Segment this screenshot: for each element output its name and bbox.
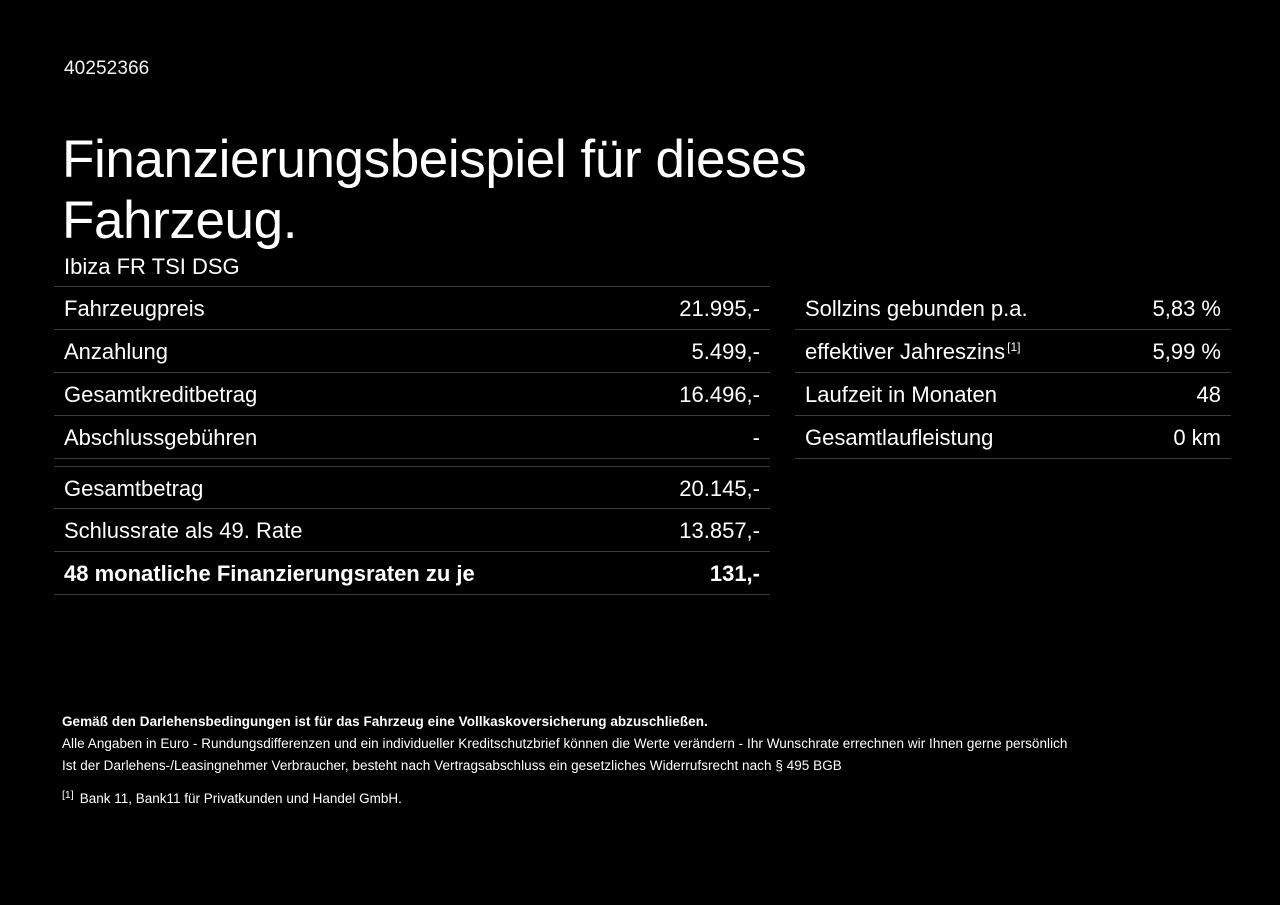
footnote-reference-1: [1] Bank 11, Bank11 für Privatkunden und … [62, 789, 1212, 809]
table-row: Abschlussgebühren - [54, 416, 770, 459]
row-label: Gesamtkreditbetrag [64, 382, 258, 407]
table-row: effektiver Jahreszins [1] 5,99 % [795, 330, 1231, 373]
row-value: 48 [1196, 382, 1221, 407]
finance-table-left: Ibiza FR TSI DSG Fahrzeugpreis 21.995,- … [54, 248, 770, 595]
table-row: Schlussrate als 49. Rate 13.857,- [54, 509, 770, 552]
row-value: 131,- [709, 561, 760, 586]
row-value: 5.499,- [691, 339, 761, 364]
row-value: 16.496,- [679, 382, 760, 407]
footnote-marker-icon: [1] [62, 788, 74, 801]
row-value: 5,99 % [1152, 339, 1222, 364]
finance-table-right: Sollzins gebunden p.a. 5,83 % effektiver… [795, 287, 1231, 459]
row-value: 13.857,- [679, 518, 760, 543]
row-label: Abschlussgebühren [64, 425, 258, 450]
reference-id: 40252366 [64, 58, 150, 79]
table-row: Gesamtbetrag 20.145,- [54, 466, 770, 509]
row-label: Sollzins gebunden p.a. [805, 296, 1028, 321]
footnotes-block: Gemäß den Darlehensbedingungen ist für d… [62, 711, 1212, 809]
table-row: Fahrzeugpreis 21.995,- [54, 287, 770, 330]
vehicle-name: Ibiza FR TSI DSG [64, 254, 240, 279]
row-label: Gesamtbetrag [64, 476, 204, 501]
row-label: Schlussrate als 49. Rate [64, 518, 303, 543]
row-value: - [752, 425, 760, 450]
row-label: Anzahlung [64, 339, 168, 364]
row-label: Fahrzeugpreis [64, 296, 205, 321]
row-value: 21.995,- [679, 296, 760, 321]
vehicle-name-row: Ibiza FR TSI DSG [54, 248, 770, 287]
table-row: Laufzeit in Monaten 48 [795, 373, 1231, 416]
table-row: Gesamtlaufleistung 0 km [795, 416, 1231, 459]
row-value: 5,83 % [1152, 296, 1222, 321]
row-label: Laufzeit in Monaten [805, 382, 998, 407]
row-label: Gesamtlaufleistung [805, 425, 994, 450]
footnote-line-1: Alle Angaben in Euro - Rundungsdifferenz… [62, 736, 1068, 751]
table-row: Anzahlung 5.499,- [54, 330, 770, 373]
row-value: 0 km [1173, 425, 1221, 450]
row-label: 48 monatliche Finanzierungsraten zu je [64, 561, 475, 586]
footnote-line-2: Ist der Darlehens-/Leasingnehmer Verbrau… [62, 758, 842, 773]
footnote-insurance-notice: Gemäß den Darlehensbedingungen ist für d… [62, 714, 708, 729]
page-title: Finanzierungsbeispiel für dieses Fahrzeu… [62, 129, 807, 250]
row-value: 20.145,- [679, 476, 760, 501]
row-label: effektiver Jahreszins [1] [805, 339, 1021, 364]
footnote-reference-text: Bank 11, Bank11 für Privatkunden und Han… [79, 791, 402, 806]
table-row: Gesamtkreditbetrag 16.496,- [54, 373, 770, 416]
table-row: Sollzins gebunden p.a. 5,83 % [795, 287, 1231, 330]
table-row-monthly-rate: 48 monatliche Finanzierungsraten zu je 1… [54, 552, 770, 595]
footnote-marker-icon: [1] [1007, 339, 1021, 354]
